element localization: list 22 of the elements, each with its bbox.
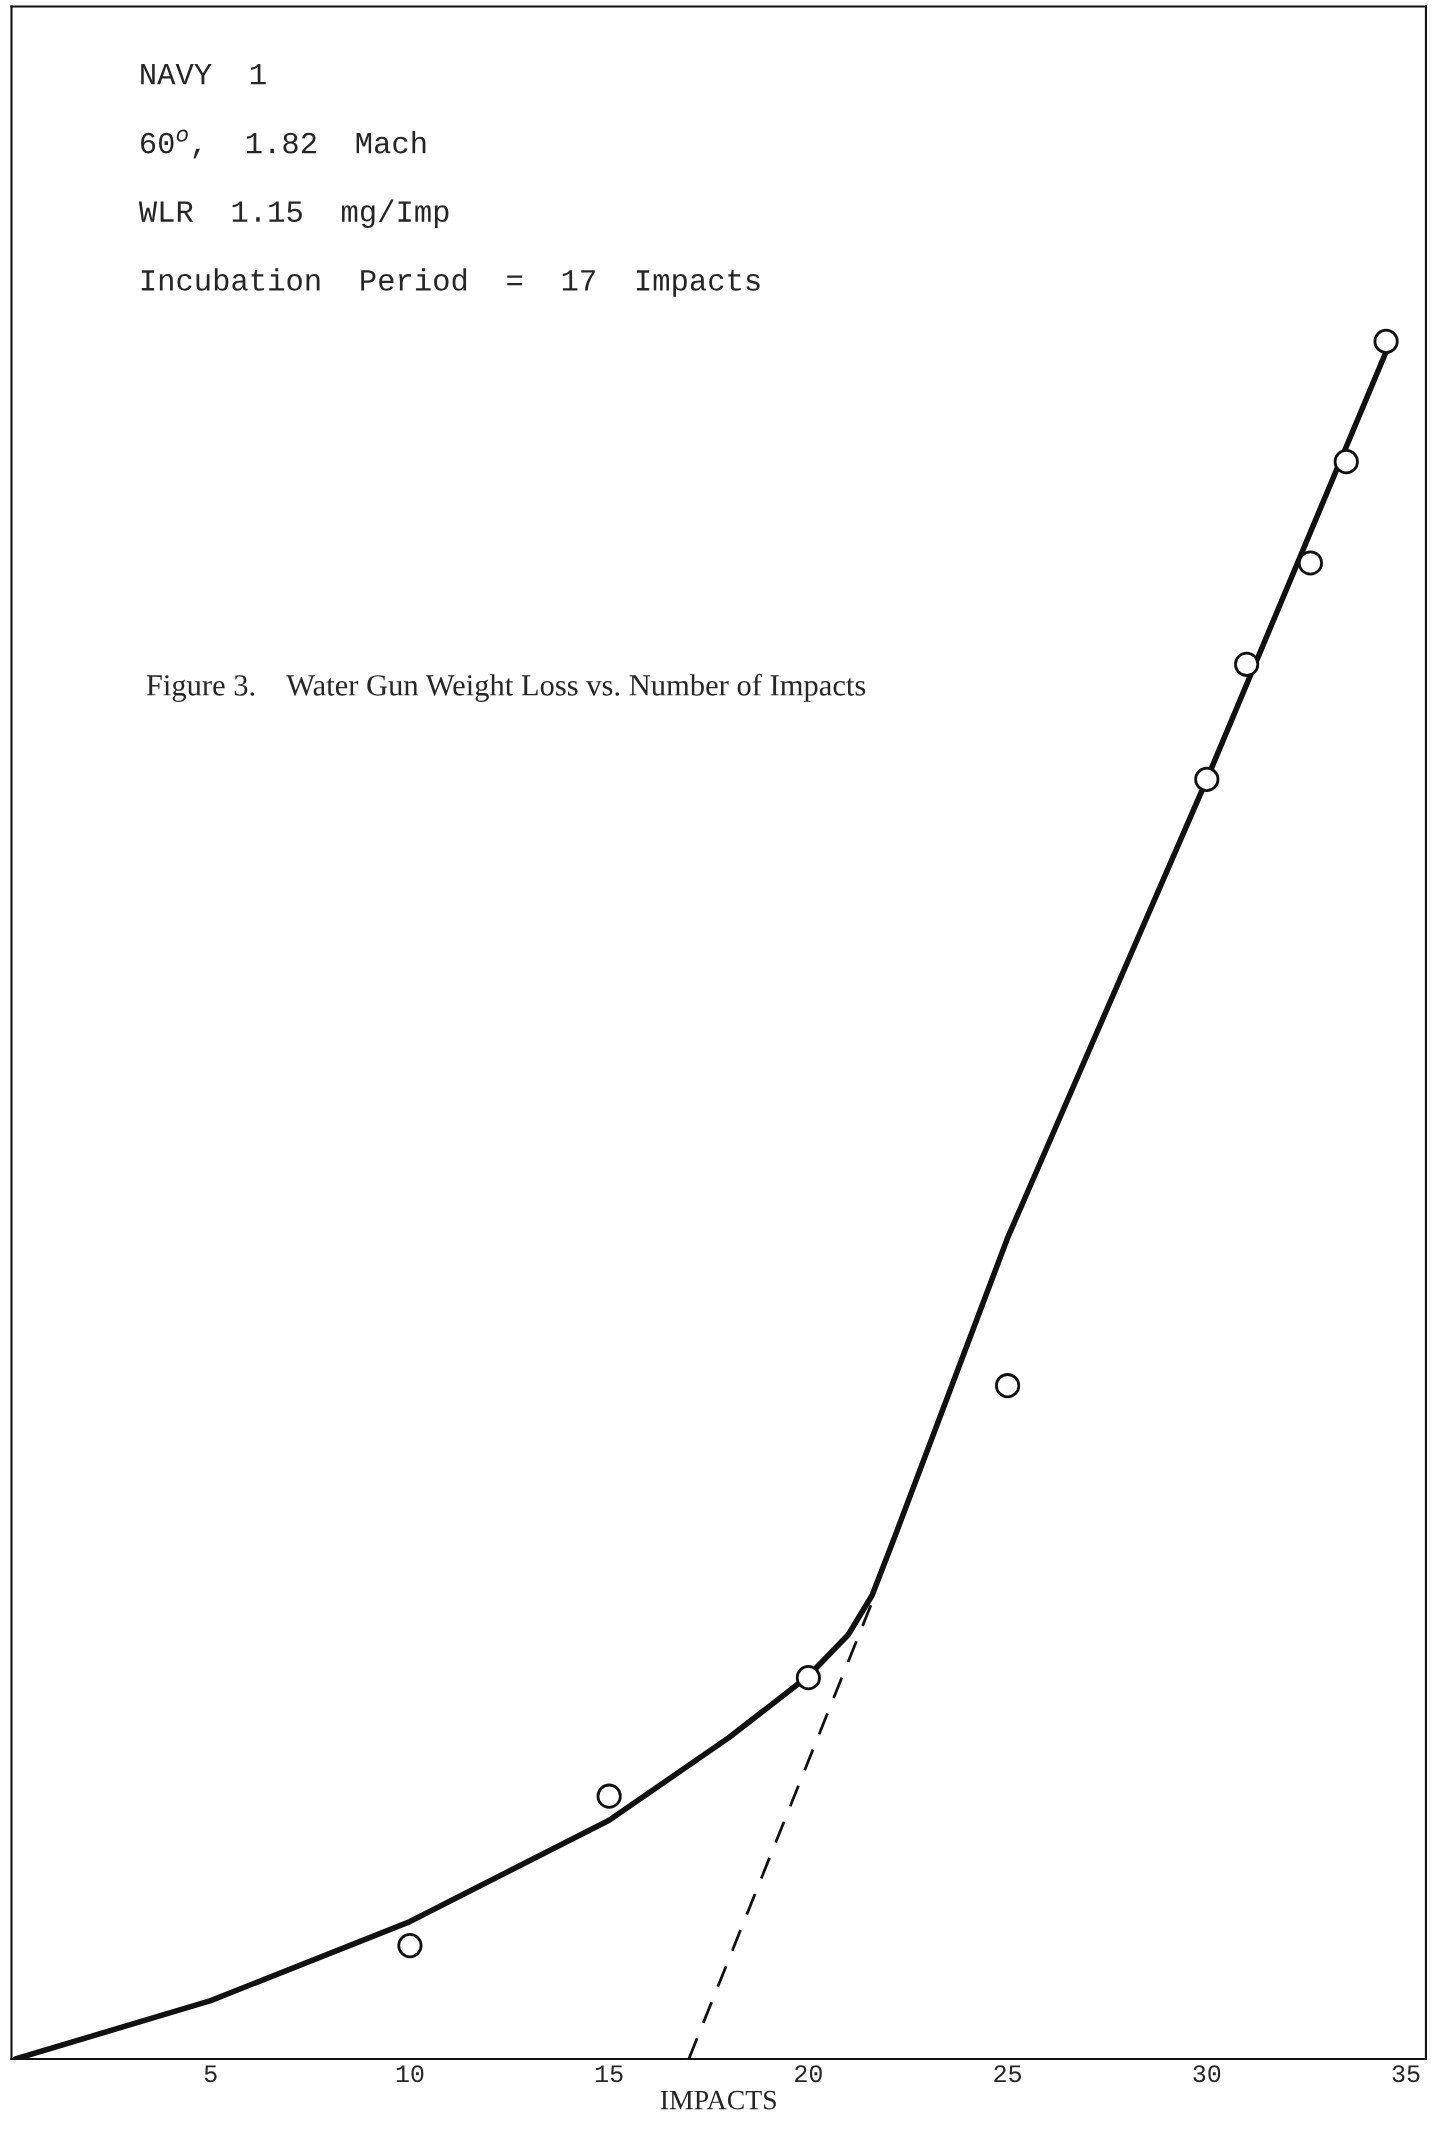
x-tick-label: 10	[396, 2065, 424, 2083]
text: Incubation Period = 17 Impacts	[141, 268, 760, 297]
point	[1194, 766, 1220, 792]
x-tick-label: 5	[204, 2065, 217, 2083]
x-tick-label: 15	[595, 2065, 623, 2083]
text: Figure 3. Water Gun Weight Loss vs. Number of Impacts	[146, 673, 866, 702]
point	[596, 1783, 622, 1809]
point	[397, 1933, 423, 1959]
point	[795, 1665, 821, 1691]
point	[1333, 449, 1359, 475]
text: 60$^{o}$, 1.82 Mach	[141, 129, 426, 159]
text: WLR 1.15 mg/Imp	[138, 199, 449, 229]
x-tick-label: 25	[994, 2065, 1021, 2083]
point	[1373, 328, 1399, 354]
x-tick-label: 30	[1193, 2065, 1221, 2083]
x-axis-title: IMPACTS	[660, 2090, 776, 2110]
x-tick-label: 20	[795, 2065, 822, 2083]
point	[1297, 550, 1323, 576]
point	[1234, 651, 1260, 677]
x-tick-label: 35	[1392, 2065, 1420, 2083]
text: NAVY 1	[141, 64, 266, 85]
point	[995, 1373, 1021, 1399]
